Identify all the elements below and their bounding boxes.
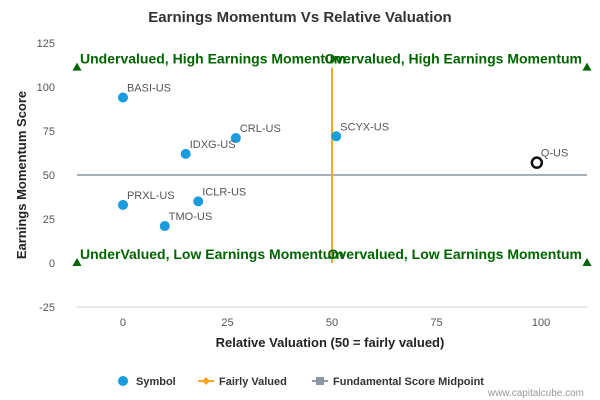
data-point[interactable]: [331, 131, 342, 142]
quadrant-marker-top-right: [582, 62, 592, 71]
chart-title: Earnings Momentum Vs Relative Valuation: [148, 9, 451, 26]
point-label: TMO-US: [169, 211, 212, 223]
x-tick-label: 50: [326, 317, 338, 329]
quadrant-marker-bottom-left: [72, 258, 82, 266]
point-label: ICLR-US: [202, 186, 246, 198]
data-point[interactable]: [117, 92, 128, 103]
data-point[interactable]: [180, 148, 191, 159]
y-tick-label: 50: [43, 170, 55, 182]
legend-item-label[interactable]: Symbol: [136, 376, 176, 388]
quadrant-label-top-left: Undervalued, High Earnings Momentum: [80, 51, 346, 67]
y-axis-title: Earnings Momentum Score: [14, 91, 29, 259]
quadrant-label-bottom-right: Overvalued, Low Earnings Momentum: [328, 246, 582, 262]
highlighted-point[interactable]: [530, 156, 544, 169]
quadrant-marker-bottom-right: [582, 258, 592, 266]
data-point[interactable]: [159, 221, 170, 232]
legend-symbol-marker: [118, 376, 128, 386]
x-tick-label: 0: [120, 317, 126, 329]
point-label: PRXL-US: [127, 190, 175, 202]
data-point[interactable]: [117, 199, 128, 210]
x-tick-label: 75: [430, 317, 442, 329]
point-label: CRL-US: [240, 123, 281, 135]
credit-text: www.capitalcube.com: [487, 388, 584, 399]
legend: Symbol Fairly Valued Fundamental Score Mid…: [118, 376, 484, 388]
data-point[interactable]: [193, 196, 204, 207]
point-label: BASI-US: [127, 83, 171, 95]
x-tick-label: 100: [532, 317, 550, 329]
legend-item-label[interactable]: Fairly Valued: [219, 376, 287, 388]
y-tick-label: 0: [49, 258, 55, 270]
quadrant-label-bottom-left: UnderValued, Low Earnings Momentum: [80, 246, 344, 262]
x-axis-title: Relative Valuation (50 = fairly valued): [216, 335, 445, 350]
point-label: IDXG-US: [190, 139, 236, 151]
y-tick-label: 125: [37, 38, 55, 50]
legend-item-label[interactable]: Fundamental Score Midpoint: [333, 376, 484, 388]
x-tick-label: 25: [221, 317, 233, 329]
data-point[interactable]: [230, 133, 241, 144]
y-tick-label: -25: [39, 302, 55, 314]
y-tick-label: 100: [37, 82, 55, 94]
quadrant-label-top-right: Overvalued, High Earnings Momentum: [325, 51, 583, 67]
y-tick-label: 25: [43, 214, 55, 226]
y-tick-label: 75: [43, 126, 55, 138]
legend-midpoint-marker: [316, 377, 324, 385]
legend-fairly-valued-marker: [202, 377, 210, 385]
point-label: Q-US: [541, 148, 569, 160]
plot-area: -25 0 25 50 75 100 125 0 25 50 75 100 Undervalued, H…: [37, 38, 592, 329]
quadrant-marker-top-left: [72, 62, 82, 71]
point-label: SCYX-US: [340, 121, 389, 133]
